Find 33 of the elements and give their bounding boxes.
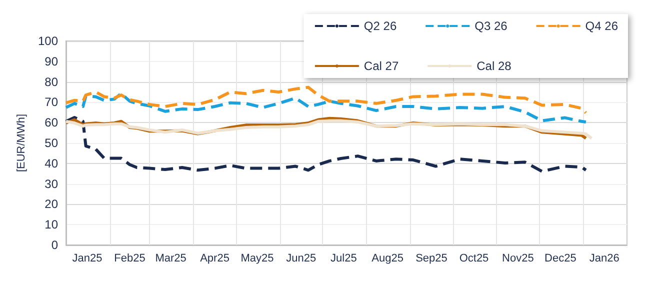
y-tick-label: 30 bbox=[44, 176, 58, 191]
y-tick-label: 90 bbox=[44, 54, 58, 68]
x-tick-label: Oct25 bbox=[459, 252, 489, 264]
x-tick-label: Mar25 bbox=[155, 252, 186, 264]
y-tick-label: 40 bbox=[44, 156, 58, 170]
x-tick-label: Jul25 bbox=[330, 252, 357, 264]
y-tick-label: 50 bbox=[44, 136, 58, 150]
legend-label: Q3 26 bbox=[474, 19, 508, 33]
y-tick-label: 100 bbox=[38, 34, 58, 48]
y-tick-label: 0 bbox=[51, 238, 58, 252]
legend-label: Q4 26 bbox=[585, 19, 618, 33]
legend-label: Cal 27 bbox=[364, 59, 399, 73]
x-tick-label: Dec25 bbox=[544, 252, 576, 264]
y-tick-label: 10 bbox=[44, 218, 58, 232]
legend-label: Q2 26 bbox=[364, 19, 397, 33]
x-tick-label: Nov25 bbox=[502, 252, 534, 264]
y-tick-label: 20 bbox=[44, 197, 58, 212]
line-series bbox=[64, 86, 588, 114]
x-tick-label: Aug25 bbox=[372, 252, 404, 264]
y-tick-label: 70 bbox=[44, 95, 58, 110]
x-tick-label: Jan26 bbox=[589, 252, 620, 264]
x-tick-label: May25 bbox=[240, 252, 274, 264]
legend-label: Cal 28 bbox=[476, 59, 512, 73]
y-tick-label: 60 bbox=[44, 116, 58, 130]
line-series bbox=[64, 116, 588, 173]
x-tick-label: Jun25 bbox=[286, 252, 316, 264]
y-tick-label: 80 bbox=[44, 74, 58, 89]
line-series bbox=[64, 92, 588, 124]
x-tick-label: Sep25 bbox=[416, 252, 448, 264]
x-tick-label: Apr25 bbox=[200, 252, 230, 264]
x-tick-label: Jan25 bbox=[72, 252, 102, 264]
x-tick-label: Feb25 bbox=[114, 252, 146, 264]
y-axis-title: [EUR/MWh] bbox=[16, 114, 28, 172]
